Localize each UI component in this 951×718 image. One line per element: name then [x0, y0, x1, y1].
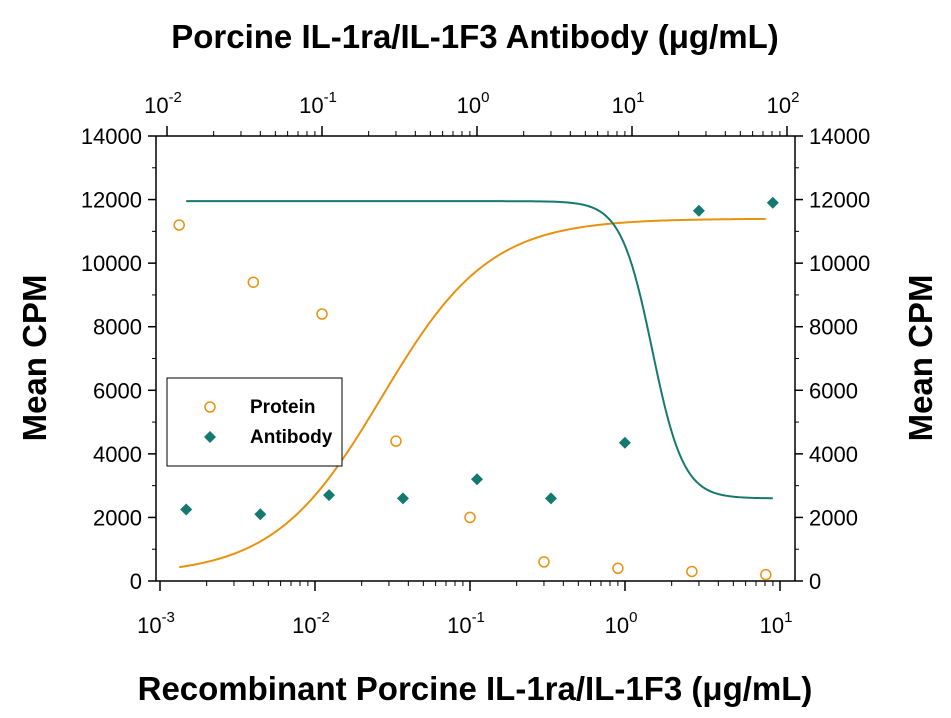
axes	[155, 135, 796, 582]
point-antibody	[180, 503, 193, 516]
x-bottom-tick-label: 100	[605, 609, 638, 638]
left-axis-title: Mean CPM	[16, 275, 53, 442]
y-left-tick-label: 0	[130, 569, 142, 594]
y-left-tick-label: 6000	[93, 378, 142, 403]
y-left-tick-label: 4000	[93, 442, 142, 467]
point-protein	[390, 435, 402, 447]
point-protein	[612, 562, 624, 575]
point-antibody	[396, 492, 409, 505]
point-protein	[173, 219, 185, 231]
legend-box	[166, 377, 343, 467]
point-antibody	[692, 204, 705, 217]
bottom-axis-title: Recombinant Porcine IL-1ra/IL-1F3 (μg/mL…	[138, 670, 813, 707]
x-top-tick-label: 10-2	[144, 89, 182, 118]
point-antibody	[544, 492, 557, 505]
y-left-tick-label: 14000	[81, 124, 142, 149]
point-protein	[538, 556, 550, 568]
data-points	[173, 196, 779, 581]
y-right-tick-label: 12000	[809, 188, 870, 213]
legend-protein-marker	[204, 401, 216, 413]
x-bottom-tick-label: 10-2	[292, 609, 330, 638]
legend: Protein Antibody	[166, 377, 343, 467]
y-right-tick-label: 4000	[809, 442, 858, 467]
fit-curve-antibody	[186, 200, 773, 500]
point-antibody	[254, 508, 267, 521]
point-protein	[760, 568, 772, 581]
y-right-tick-label: 10000	[809, 251, 870, 276]
x-bottom-tick-label: 10-1	[447, 609, 485, 638]
point-antibody	[618, 436, 631, 449]
y-right-tick-label: 14000	[809, 124, 870, 149]
y-right-tick-label: 0	[809, 569, 821, 594]
point-antibody	[766, 196, 779, 209]
y-left-tick-label: 12000	[81, 188, 142, 213]
legend-protein-label: Protein	[250, 397, 315, 418]
fit-curve-protein	[179, 217, 766, 569]
x-top-tick-label: 10-1	[299, 89, 337, 118]
legend-antibody-marker	[204, 431, 216, 443]
x-bottom-tick-label: 10-3	[137, 609, 175, 638]
y-left-tick-label: 2000	[93, 505, 142, 530]
x-top-tick-label: 102	[767, 89, 800, 118]
fit-curves	[179, 200, 773, 569]
x-bottom-tick-label: 101	[760, 609, 793, 638]
legend-antibody-label: Antibody	[250, 427, 333, 448]
top-axis-title: Porcine IL-1ra/IL-1F3 Antibody (μg/mL)	[171, 18, 779, 55]
y-right-tick-label: 2000	[809, 505, 858, 530]
point-protein	[464, 511, 476, 524]
y-left-tick-label: 10000	[81, 251, 142, 276]
point-protein	[316, 308, 328, 320]
right-axis-title: Mean CPM	[902, 275, 939, 442]
x-top-tick-label: 101	[612, 89, 645, 118]
point-protein	[247, 276, 260, 288]
y-right-tick-label: 6000	[809, 378, 858, 403]
y-right-tick-label: 8000	[809, 315, 858, 340]
tick-group: 0 0 2000 2000 4000 4000 6000 6000 8000 8000 10000 1…	[81, 89, 870, 638]
point-protein	[686, 565, 698, 578]
point-antibody	[471, 473, 483, 486]
point-antibody	[323, 489, 336, 502]
y-left-tick-label: 8000	[93, 315, 142, 340]
x-top-tick-label: 100	[457, 89, 490, 118]
